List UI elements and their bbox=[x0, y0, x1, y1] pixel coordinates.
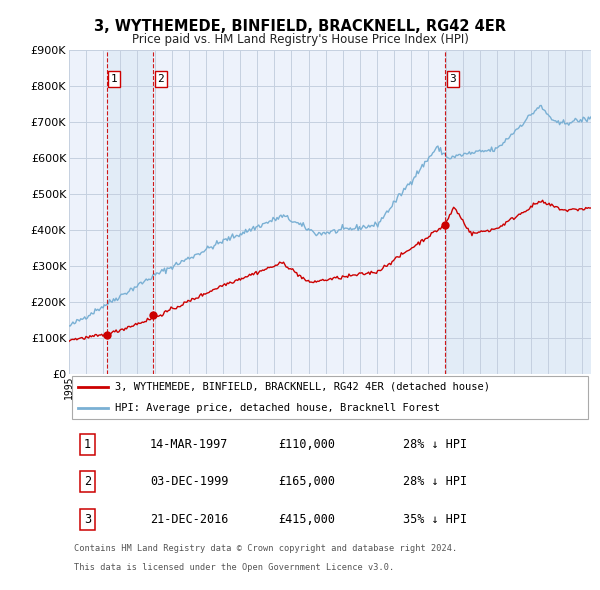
Text: 21-DEC-2016: 21-DEC-2016 bbox=[150, 513, 228, 526]
Text: £110,000: £110,000 bbox=[278, 438, 335, 451]
Text: 3: 3 bbox=[449, 74, 456, 84]
Text: HPI: Average price, detached house, Bracknell Forest: HPI: Average price, detached house, Brac… bbox=[115, 404, 440, 414]
Text: Price paid vs. HM Land Registry's House Price Index (HPI): Price paid vs. HM Land Registry's House … bbox=[131, 33, 469, 46]
Text: 2: 2 bbox=[84, 476, 91, 489]
Text: 35% ↓ HPI: 35% ↓ HPI bbox=[403, 513, 467, 526]
Text: 3, WYTHEMEDE, BINFIELD, BRACKNELL, RG42 4ER: 3, WYTHEMEDE, BINFIELD, BRACKNELL, RG42 … bbox=[94, 19, 506, 34]
Text: 2: 2 bbox=[157, 74, 164, 84]
Text: £165,000: £165,000 bbox=[278, 476, 335, 489]
Text: 1: 1 bbox=[111, 74, 118, 84]
Text: 14-MAR-1997: 14-MAR-1997 bbox=[150, 438, 228, 451]
Text: £415,000: £415,000 bbox=[278, 513, 335, 526]
Text: 1: 1 bbox=[84, 438, 91, 451]
Text: This data is licensed under the Open Government Licence v3.0.: This data is licensed under the Open Gov… bbox=[74, 563, 394, 572]
Text: 03-DEC-1999: 03-DEC-1999 bbox=[150, 476, 228, 489]
Text: 3, WYTHEMEDE, BINFIELD, BRACKNELL, RG42 4ER (detached house): 3, WYTHEMEDE, BINFIELD, BRACKNELL, RG42 … bbox=[115, 382, 490, 392]
Text: 3: 3 bbox=[84, 513, 91, 526]
Text: Contains HM Land Registry data © Crown copyright and database right 2024.: Contains HM Land Registry data © Crown c… bbox=[74, 544, 457, 553]
Text: 28% ↓ HPI: 28% ↓ HPI bbox=[403, 438, 467, 451]
Bar bbox=[445, 50, 591, 375]
FancyBboxPatch shape bbox=[71, 376, 589, 419]
Bar bbox=[107, 50, 153, 375]
Text: 28% ↓ HPI: 28% ↓ HPI bbox=[403, 476, 467, 489]
